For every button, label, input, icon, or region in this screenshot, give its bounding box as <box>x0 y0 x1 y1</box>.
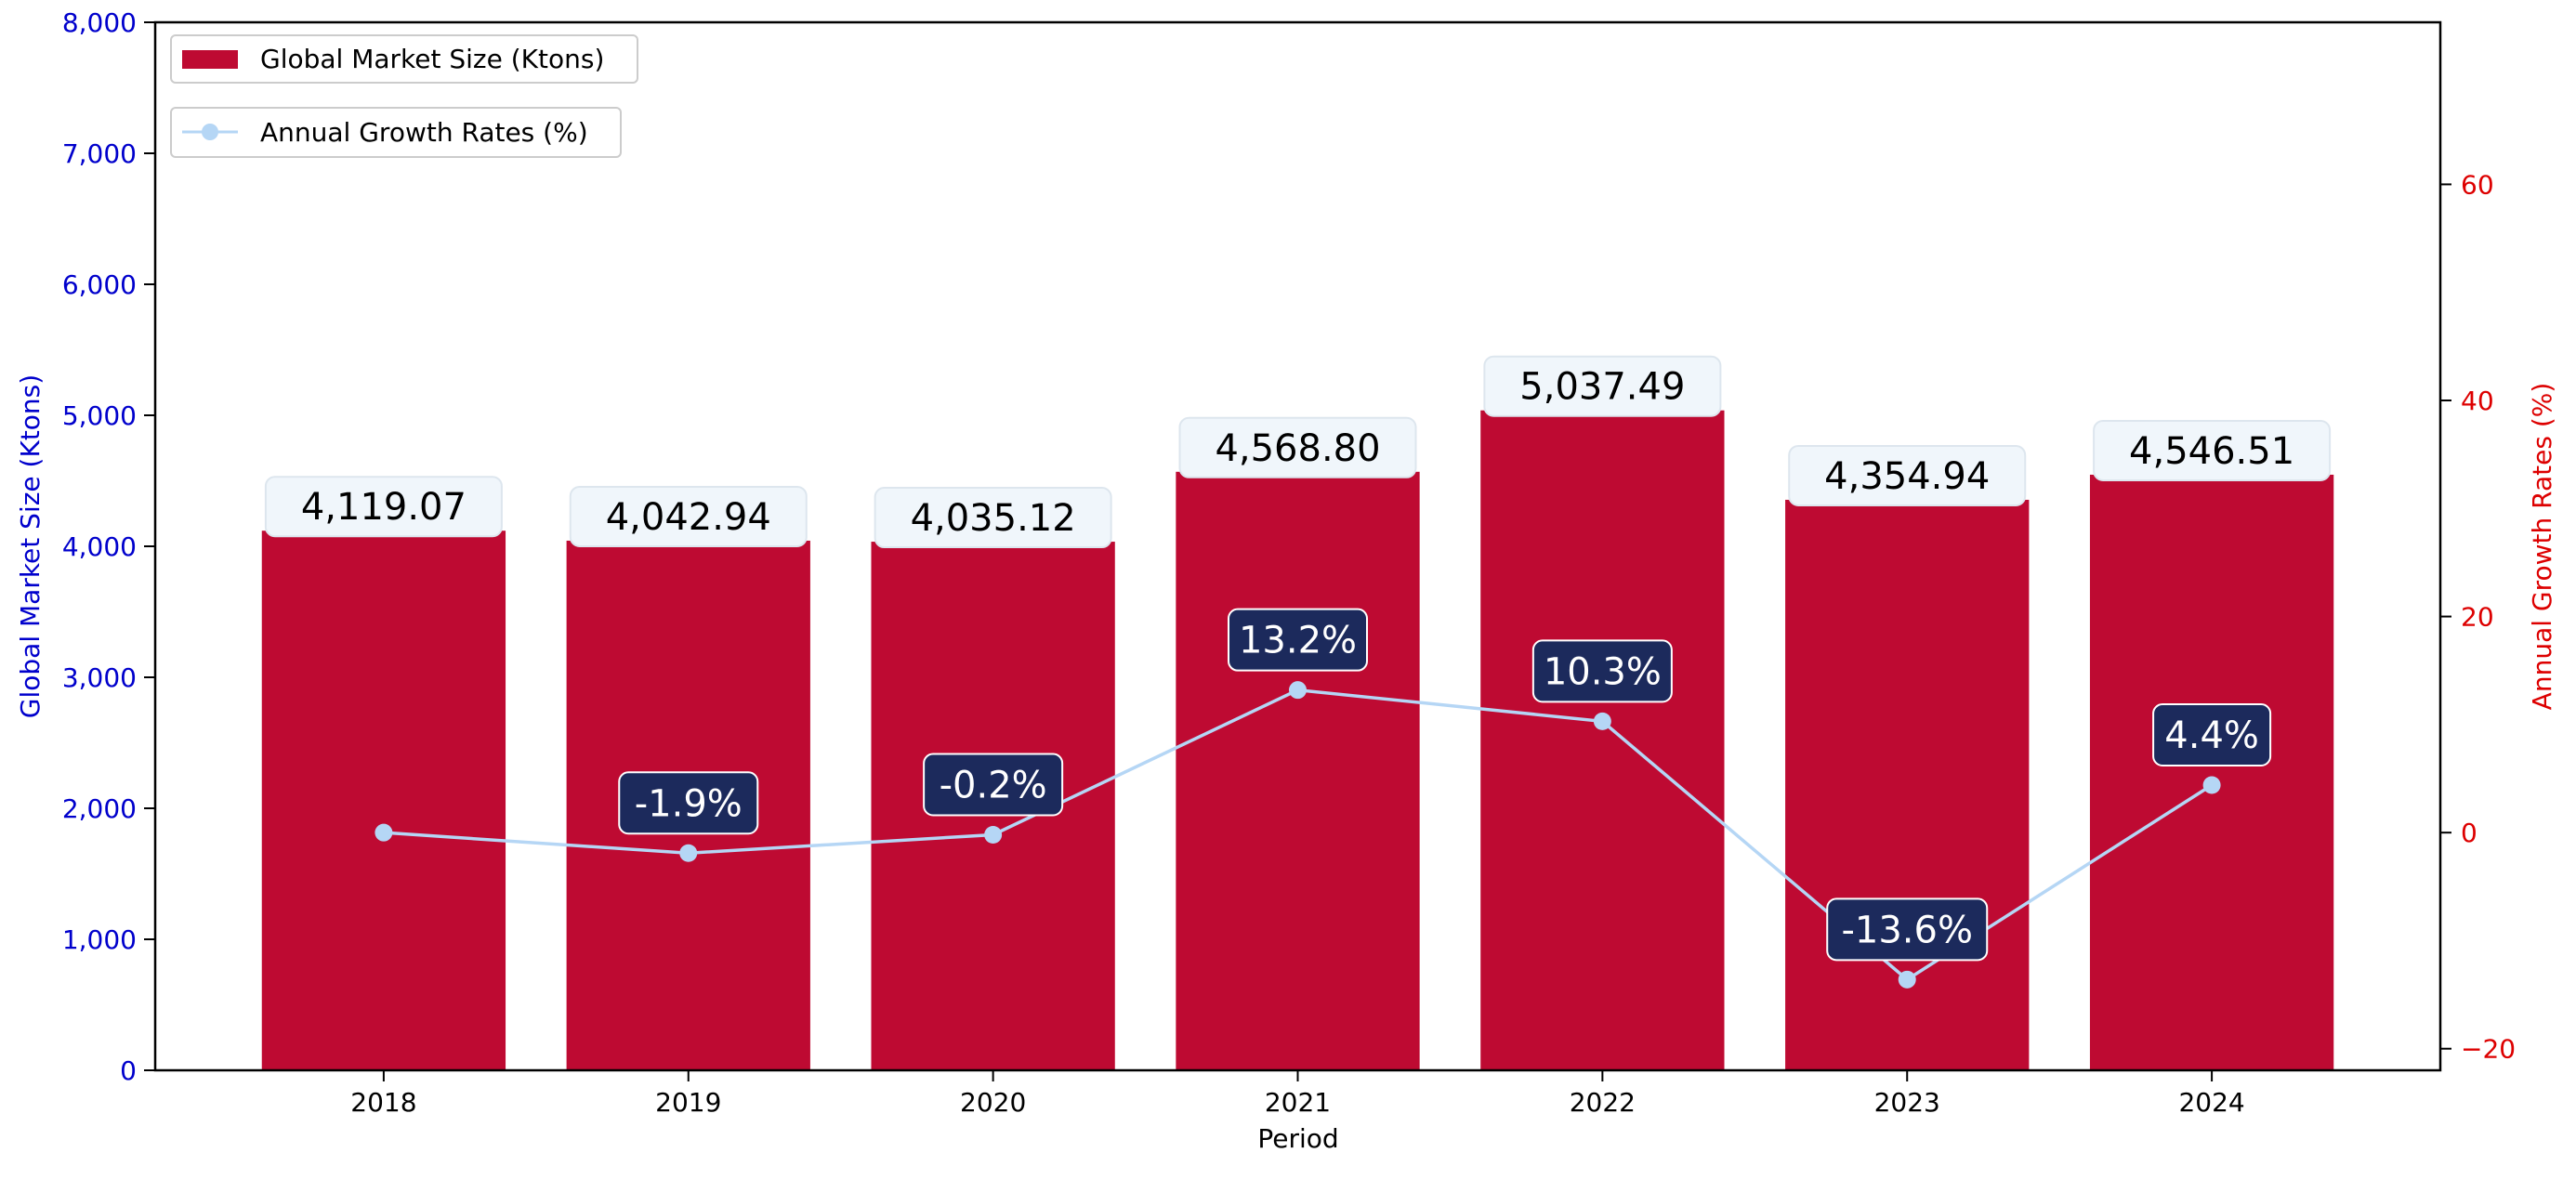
bar-label-box-2024 <box>2093 419 2332 481</box>
y-axis-right-label: Annual Growth Rates (%) <box>2527 383 2557 711</box>
y-left-tick-label: 8,000 <box>62 7 137 38</box>
y-left-tick-label: 0 <box>120 1055 137 1086</box>
x-tick-label-2024: 2024 <box>2178 1087 2244 1118</box>
bar-2024 <box>2089 474 2334 1070</box>
legend-line-marker <box>202 124 218 140</box>
growth-label-2022: 10.3% <box>1544 650 1662 693</box>
growth-point-2023 <box>1898 970 1916 989</box>
growth-label-box-2023 <box>1826 897 1989 962</box>
x-tick-label-2019: 2019 <box>655 1087 721 1118</box>
bar-label-2018: 4,119.07 <box>301 486 467 529</box>
y-left-tick-label: 2,000 <box>62 793 137 824</box>
bar-label-box-2019 <box>569 485 808 547</box>
x-tick-label-2018: 2018 <box>350 1087 416 1118</box>
legend: Global Market Size (Ktons) Annual Growth… <box>170 34 638 158</box>
bar-label-2021: 4,568.80 <box>1215 427 1380 470</box>
legend-entry-line: Annual Growth Rates (%) <box>260 117 588 148</box>
growth-label-2023: -13.6% <box>1841 909 1973 951</box>
growth-line-layer <box>375 681 2221 989</box>
bar-label-2020: 4,035.12 <box>911 497 1076 540</box>
y-left-tick-label: 3,000 <box>62 662 137 693</box>
growth-label-box-2019 <box>618 771 759 835</box>
y-left-tick-label: 4,000 <box>62 531 137 562</box>
growth-label-box-2021 <box>1228 608 1368 672</box>
bar-2018 <box>261 531 506 1070</box>
y-right-tick-label: −20 <box>2461 1034 2516 1065</box>
bar-label-2024: 4,546.51 <box>2129 430 2294 473</box>
y-right-tick-label: 0 <box>2461 818 2477 848</box>
bar-label-box-2022 <box>1483 355 1722 417</box>
growth-point-2019 <box>679 844 698 862</box>
y-left-tick-label: 6,000 <box>62 269 137 300</box>
bar-label-box-2021 <box>1178 416 1417 478</box>
bar-label-2019: 4,042.94 <box>606 496 771 539</box>
growth-point-2020 <box>984 825 1003 844</box>
axes-layer: 0 1,000 2,000 3,000 4,000 5,000 6,000 7,000 8,00… <box>62 7 2516 1118</box>
x-tick-label-2021: 2021 <box>1265 1087 1331 1118</box>
growth-label-2024: 4.4% <box>2164 714 2259 757</box>
bar-label-box-2023 <box>1788 444 2027 506</box>
legend-entry-bar: Global Market Size (Ktons) <box>260 44 604 74</box>
bar-2021 <box>1176 471 1420 1070</box>
y-left-tick-label: 1,000 <box>62 924 137 955</box>
x-tick-label-2022: 2022 <box>1570 1087 1636 1118</box>
legend-box-line <box>170 107 622 158</box>
y-right-tick-label: 20 <box>2461 602 2494 633</box>
data-labels-layer: 4,119.07 4,042.94 4,035.12 4,568.80 5,037.49… <box>264 355 2332 962</box>
y-axis-left-label: Global Market Size (Ktons) <box>15 374 46 718</box>
growth-point-2021 <box>1289 681 1307 700</box>
legend-box-bar <box>170 34 638 84</box>
legend-bar-swatch <box>182 50 238 69</box>
growth-label-2021: 13.2% <box>1239 620 1357 662</box>
y-left-tick-label: 5,000 <box>62 400 137 431</box>
bar-label-2022: 5,037.49 <box>1519 366 1685 409</box>
bars-layer <box>261 410 2334 1071</box>
y-right-tick-label: 60 <box>2461 169 2494 200</box>
bar-2022 <box>1480 410 1725 1071</box>
growth-label-2020: -0.2% <box>940 764 1047 806</box>
y-right-tick-label: 40 <box>2461 386 2494 416</box>
growth-point-2018 <box>375 823 393 842</box>
bar-label-2023: 4,354.94 <box>1824 455 1990 498</box>
growth-point-2022 <box>1593 712 1611 730</box>
y-left-tick-label: 7,000 <box>62 138 137 169</box>
x-axis-label: Period <box>1257 1123 1338 1154</box>
x-tick-label-2023: 2023 <box>1874 1087 1940 1118</box>
growth-label-box-2022 <box>1531 639 1673 703</box>
x-tick-label-2020: 2020 <box>960 1087 1026 1118</box>
bar-label-box-2018 <box>264 476 503 538</box>
bar-label-box-2020 <box>874 487 1112 549</box>
growth-label-box-2024 <box>2152 702 2272 766</box>
growth-label-2019: -1.9% <box>635 782 743 825</box>
growth-label-box-2020 <box>923 753 1064 817</box>
growth-point-2024 <box>2202 776 2221 794</box>
